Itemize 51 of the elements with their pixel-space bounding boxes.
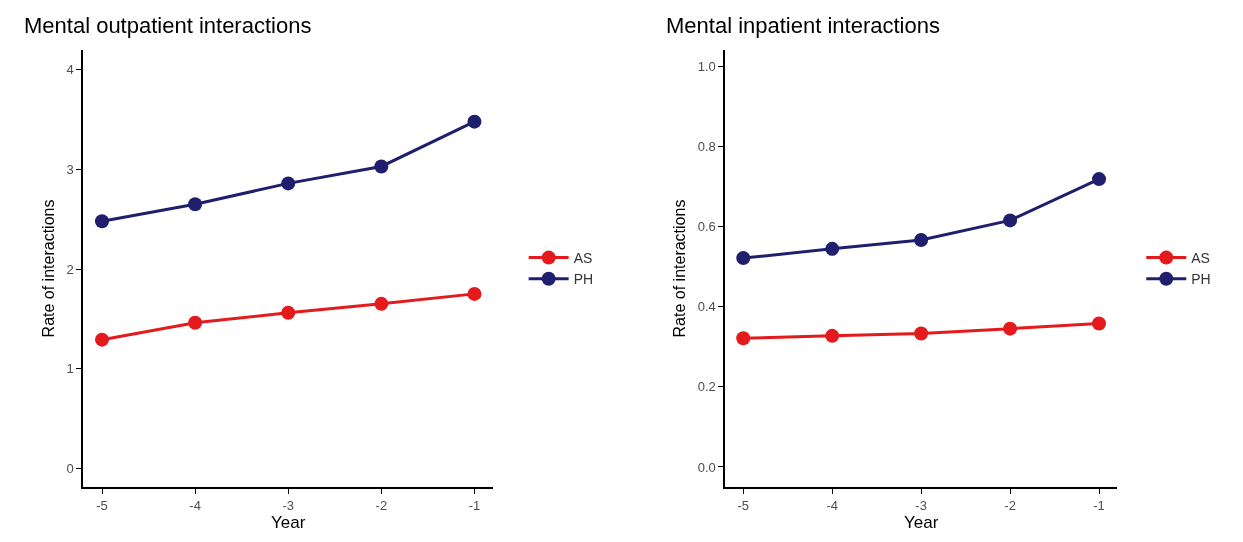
x-tick-label: -2 [1004,497,1016,513]
y-tick-label: 0.8 [697,138,716,154]
x-tick-label: -3 [915,497,927,513]
point [825,328,840,343]
point [736,331,751,346]
point [1092,316,1107,331]
point [1003,213,1018,228]
y-tick-label: 3 [66,162,74,177]
point [374,296,389,311]
x-tick-label: -5 [737,497,750,513]
x-tick-label: -1 [468,497,481,513]
point [914,233,929,248]
x-tick-label: -4 [826,497,838,513]
point [95,332,109,347]
y-axis-title: Rate of interactions [39,199,57,338]
point [281,305,296,320]
point [374,159,389,174]
y-tick-label: 0.4 [697,299,716,315]
legend-label: PH [573,271,594,288]
point [1092,172,1107,187]
y-tick-label: 0 [66,460,74,476]
x-tick-label: -1 [1093,497,1105,513]
legend-label: PH [1191,271,1211,288]
point [281,176,296,191]
y-tick-label: 2 [66,261,74,277]
point [188,197,203,212]
point [467,114,482,129]
legend-label: AS [573,250,593,267]
y-tick-label: 1 [66,361,74,377]
point [188,315,203,330]
point [95,214,109,229]
x-tick-label: -3 [282,497,295,513]
legend-label: AS [1191,250,1210,267]
x-tick-label: -2 [375,497,388,513]
x-tick-label: -5 [96,497,108,513]
chart-title: Mental inpatient interactions [666,13,940,38]
y-axis-title: Rate of interactions [671,199,689,338]
y-tick-label: 0.0 [697,459,716,475]
y-tick-label: 4 [66,62,74,78]
x-axis-title: Year [903,512,939,532]
point [914,326,929,341]
y-tick-label: 0.2 [697,379,716,395]
point [1003,321,1018,336]
chart-title: Mental outpatient interactions [24,13,312,38]
y-tick-label: 1.0 [697,58,716,74]
x-axis-title: Year [271,512,306,532]
point [736,251,751,266]
point [467,286,482,301]
y-tick-label: 0.6 [697,218,716,234]
x-tick-label: -4 [189,497,201,513]
point [825,241,840,256]
